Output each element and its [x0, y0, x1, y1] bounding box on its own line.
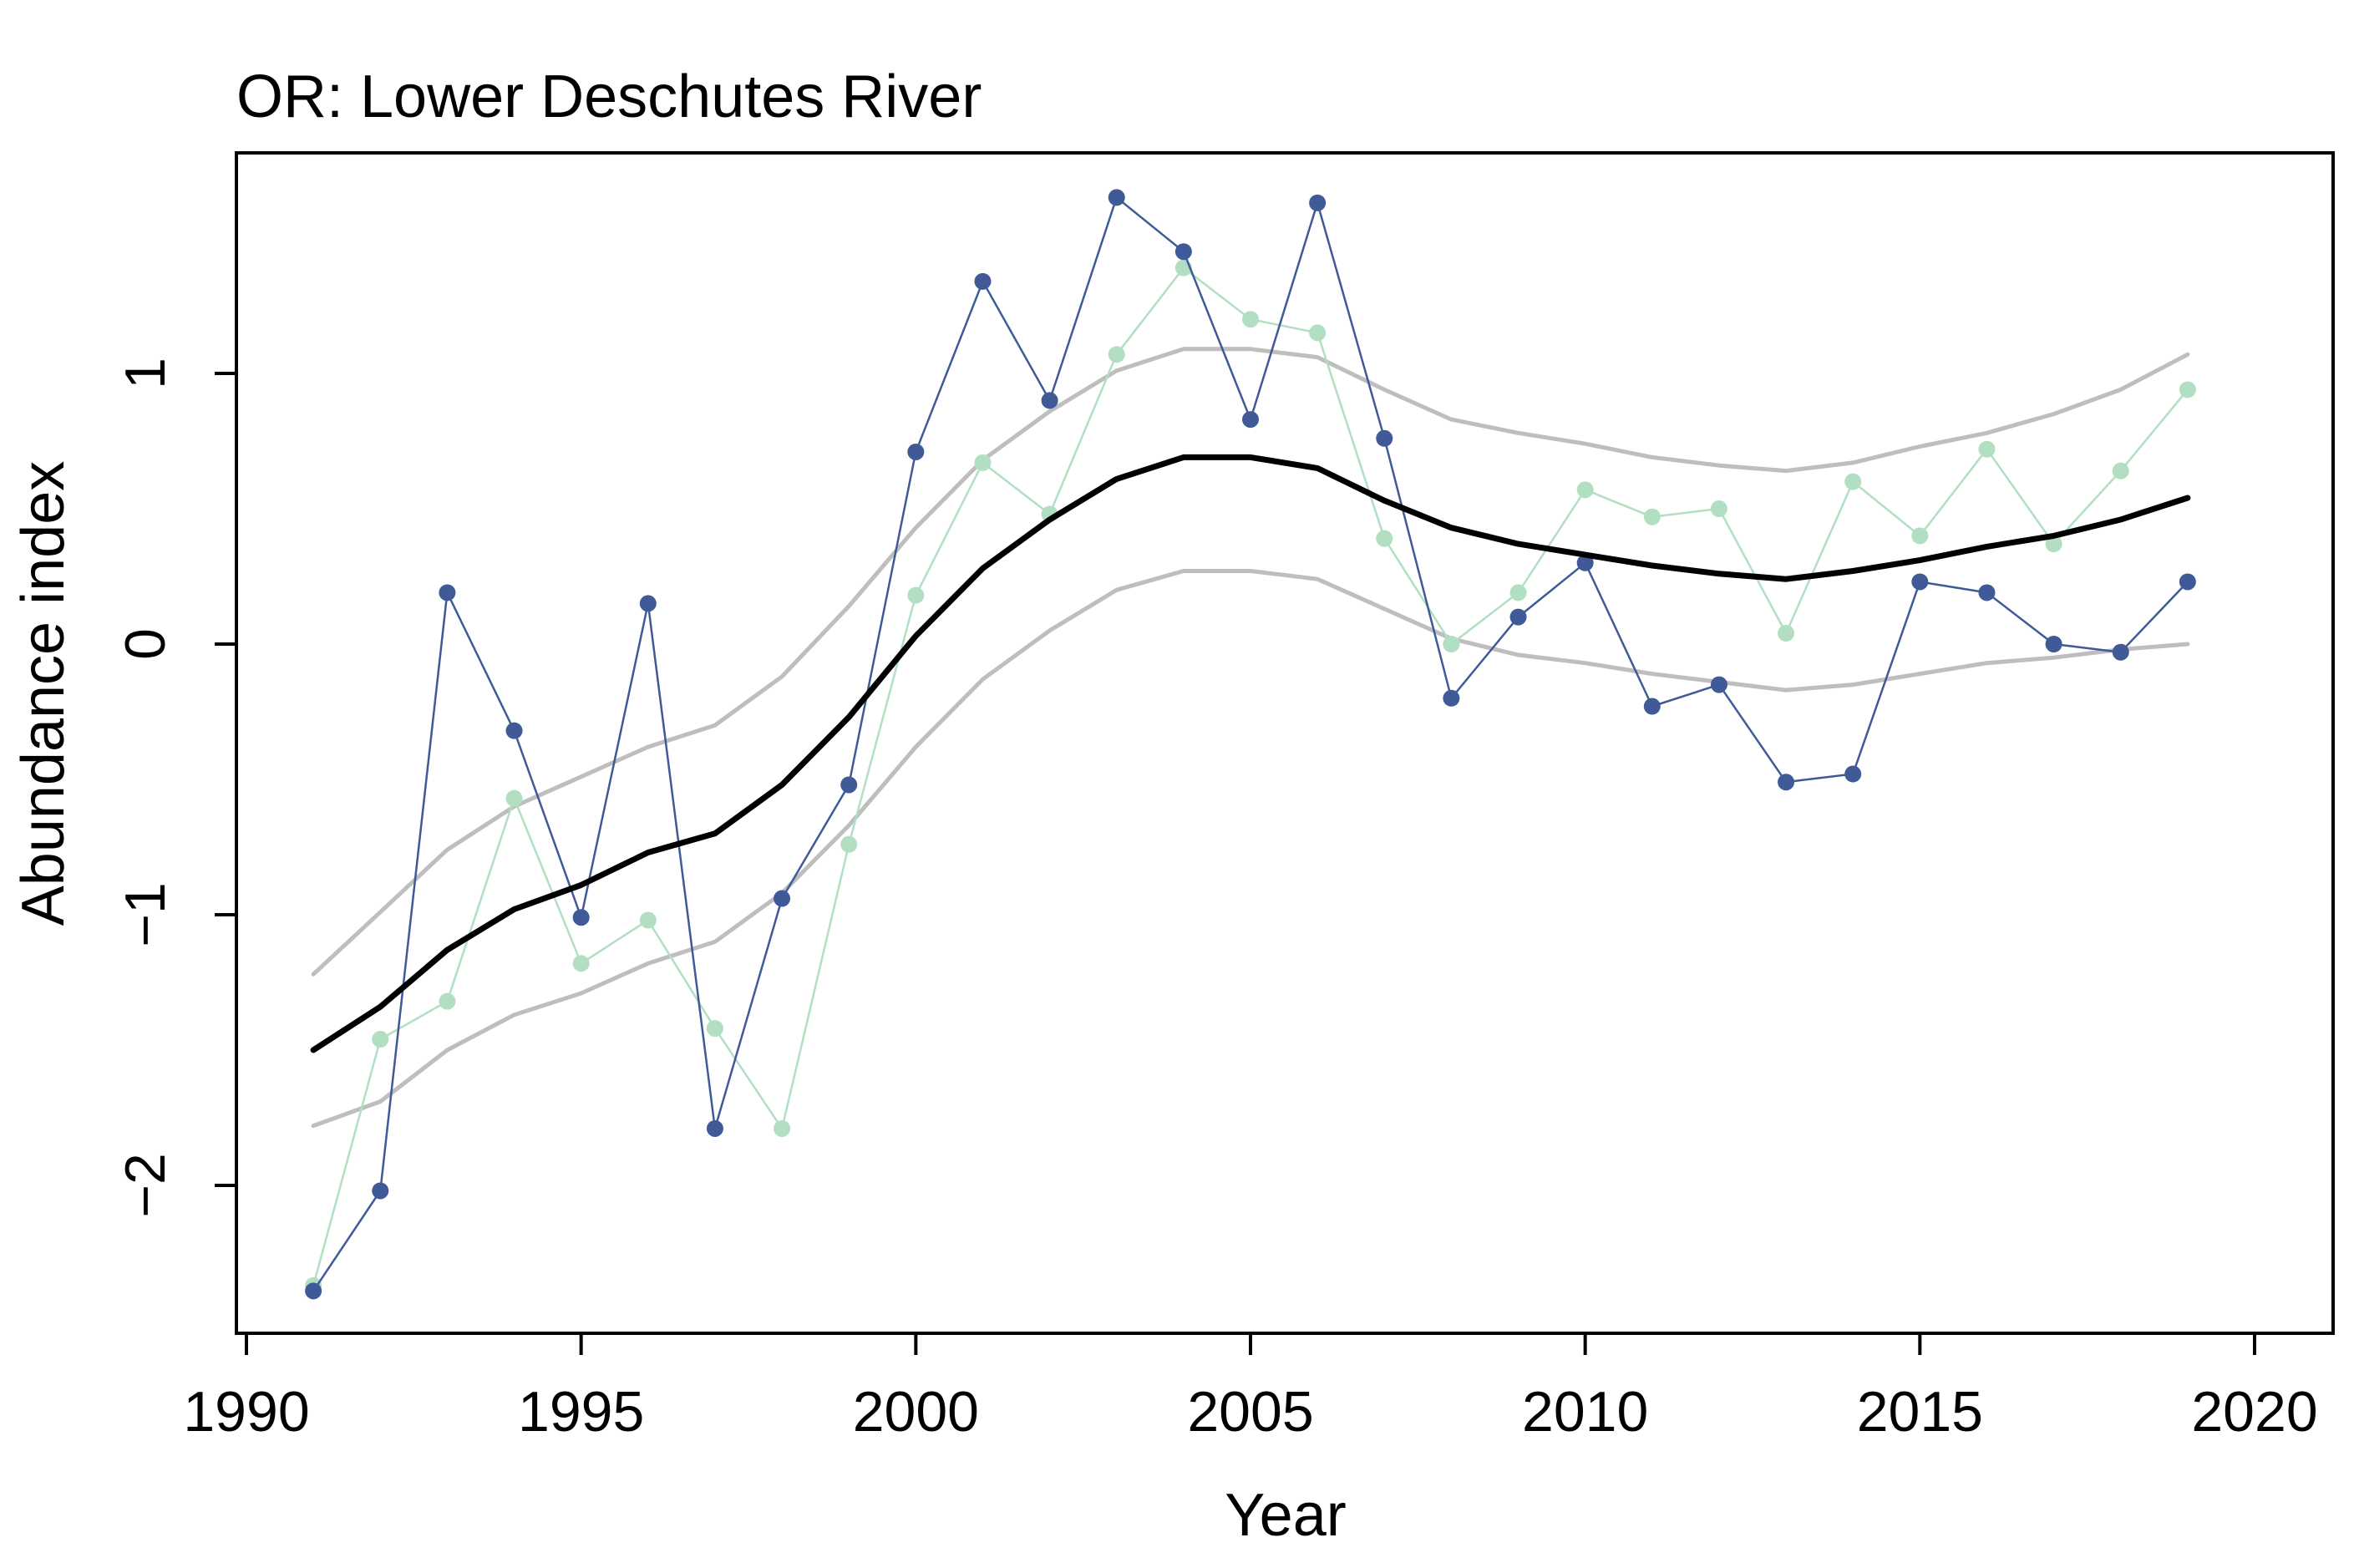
upper-bound-line: [311, 347, 2190, 977]
observed-light-point: [505, 789, 523, 807]
x-axis-title: Year: [1225, 1482, 1346, 1549]
observed-dark-point: [372, 1182, 389, 1200]
y-tick-label: 0: [114, 628, 177, 660]
x-tick-label: 1995: [518, 1380, 644, 1444]
x-tick-label: 2010: [1522, 1380, 1648, 1444]
x-tick-label: 2000: [853, 1380, 979, 1444]
observed-dark-point: [706, 1119, 723, 1137]
observed-dark-point: [1376, 429, 1393, 447]
observed-light-point: [639, 911, 657, 929]
observed-light-point: [372, 1031, 389, 1048]
observed-dark-point: [974, 272, 992, 290]
observed-dark-point: [639, 595, 657, 612]
observed-dark-point: [1108, 189, 1125, 206]
observed-light-point: [974, 454, 992, 471]
observed-light-point: [572, 955, 590, 972]
observed-dark-point: [2179, 573, 2196, 591]
observed-dark-point: [840, 776, 858, 794]
observed-dark-point: [2112, 643, 2129, 661]
x-axis: 1990 1995 2000 2005 2010 2015 2020: [183, 1332, 2318, 1444]
observed-dark-point: [907, 443, 925, 460]
observed-light-point: [1509, 584, 1527, 601]
chart-title: OR: Lower Deschutes River: [236, 63, 982, 130]
observed-dark-point: [1643, 698, 1661, 715]
x-tick-label: 2005: [1187, 1380, 1313, 1444]
observed-light-point: [1309, 324, 1327, 342]
observed-dark-point: [2045, 636, 2062, 652]
y-axis-title: Abundance index: [10, 461, 77, 926]
observed-light-point: [774, 1119, 791, 1137]
observed-light-point: [1108, 346, 1125, 363]
observed-dark-point: [1509, 608, 1527, 626]
x-tick-label: 2020: [2191, 1380, 2317, 1444]
observed-dark-point: [1309, 194, 1327, 211]
observed-light-point: [1710, 500, 1727, 517]
observed-dark-point: [1844, 765, 1862, 783]
x-tick-label: 2015: [1857, 1380, 1983, 1444]
observed-light-point: [907, 586, 925, 604]
observed-light-point: [2045, 535, 2062, 553]
observed-dark-point: [439, 584, 456, 601]
observed-light-point: [1643, 508, 1661, 525]
observed-light-point: [1242, 311, 1259, 328]
observed-light-point: [439, 992, 456, 1010]
observed-light-point: [1911, 527, 1929, 545]
trend-line: [310, 454, 2191, 1053]
x-tick-label: 1990: [183, 1380, 309, 1444]
observed-dark-line: [312, 196, 2189, 1292]
observed-light-point: [706, 1020, 723, 1038]
observed-dark-point: [1174, 243, 1192, 261]
y-tick-label: −1: [114, 882, 177, 947]
y-axis: −2 −1 0 1: [114, 358, 238, 1218]
plot-frame: [235, 151, 2335, 1335]
observed-light-point: [2112, 462, 2129, 480]
observed-dark-point: [1778, 774, 1795, 791]
observed-dark-point: [1576, 554, 1594, 571]
observed-dark-point: [505, 722, 523, 739]
observed-dark-point: [1710, 676, 1727, 693]
observed-light-point: [2179, 381, 2196, 398]
y-tick-label: 1: [114, 358, 177, 389]
observed-light-point: [1778, 625, 1795, 642]
observed-light-point: [1978, 440, 1996, 458]
observed-dark-point: [1911, 573, 1929, 591]
series-layer: [305, 189, 2196, 1300]
observed-dark-point: [1443, 689, 1460, 707]
observed-dark-point: [1242, 411, 1259, 429]
observed-dark-point: [305, 1282, 322, 1300]
lower-bound-line: [311, 569, 2190, 1129]
observed-light-point: [1443, 636, 1460, 652]
observed-dark-point: [1978, 584, 1996, 601]
observed-light-point: [840, 835, 858, 853]
observed-light-point: [1844, 473, 1862, 490]
y-tick-label: −2: [114, 1153, 177, 1218]
observed-dark-point: [774, 890, 791, 907]
observed-dark-point: [1041, 392, 1058, 409]
observed-light-point: [1576, 481, 1594, 499]
observed-dark-point: [572, 909, 590, 926]
observed-light-point: [1376, 530, 1393, 547]
